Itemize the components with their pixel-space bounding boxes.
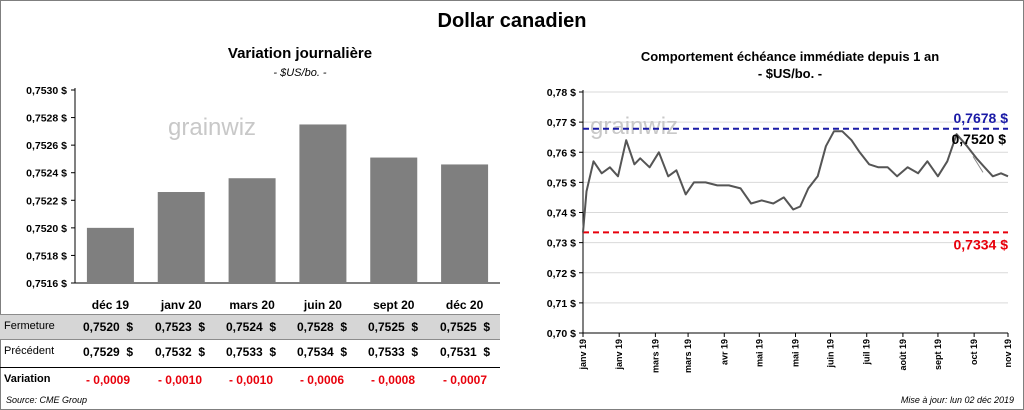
- bar: [86, 227, 134, 283]
- bar-y-tick-label: 0,7522 $: [26, 195, 67, 207]
- line-x-tick-label: juin 19: [826, 339, 836, 369]
- line-x-tick-label: nov 19: [1003, 339, 1013, 368]
- precedent-cell: 0,7534 $: [296, 345, 348, 359]
- bar-y-tick-label: 0,7526 $: [26, 140, 67, 152]
- bar-category-label: mars 20: [229, 298, 275, 312]
- line-y-tick-label: 0,70 $: [547, 328, 576, 340]
- variation-cell: - 0,0009: [85, 373, 131, 387]
- bar-y-tick-label: 0,7518 $: [26, 250, 67, 262]
- line-x-tick-label: oct 19: [969, 339, 979, 365]
- bar-chart-subtitle: - $US/bo. -: [273, 67, 327, 79]
- bar-category-label: déc 19: [92, 298, 130, 312]
- row-label-fermeture: Fermeture: [4, 320, 55, 332]
- line-x-tick-label: mai 19: [754, 339, 764, 367]
- variation-cell: - 0,0008: [370, 373, 416, 387]
- line-chart: grainwiz 0,70 $ 0,71 $ 0,72 $ 0,73 $ 0,74 $ 0…: [547, 87, 1013, 373]
- fermeture-cell: 0,7520 $: [82, 320, 134, 334]
- bar-y-tick-label: 0,7524 $: [26, 168, 67, 180]
- bar: [299, 124, 347, 283]
- variation-cell: - 0,0007: [442, 373, 488, 387]
- table-row-precedent: Précédent 0,7529 $ 0,7532 $ 0,7533 $ 0,7…: [0, 340, 500, 364]
- bar-chart-title: Variation journalière: [227, 45, 373, 62]
- line-y-tick-label: 0,73 $: [547, 238, 576, 250]
- row-label-precedent: Précédent: [4, 345, 55, 357]
- bar-category-label: sept 20: [373, 298, 415, 312]
- fermeture-cell: 0,7528 $: [296, 320, 348, 334]
- bar-chart: grainwiz 0,7516 $ 0,7518 $ 0,7520 $ 0,7522 …: [26, 85, 500, 312]
- line-x-tick-label: avr 19: [719, 339, 729, 365]
- bar-category-label: juin 20: [303, 298, 342, 312]
- line-watermark: grainwiz: [590, 113, 678, 140]
- fermeture-cell: 0,7523 $: [154, 320, 206, 334]
- update-note: Mise à jour: lun 02 déc 2019: [900, 395, 1014, 405]
- main-title: Dollar canadien: [437, 10, 587, 32]
- precedent-cell: 0,7532 $: [154, 345, 206, 359]
- precedent-cell: 0,7533 $: [225, 345, 277, 359]
- line-y-tick-label: 0,72 $: [547, 268, 576, 280]
- line-y-tick-label: 0,78 $: [547, 87, 576, 99]
- bar-category-label: déc 20: [446, 298, 484, 312]
- price-series-line: [582, 130, 1009, 233]
- bar: [157, 192, 205, 283]
- line-x-tick-label: juil 19: [862, 339, 872, 366]
- line-y-tick-label: 0,75 $: [547, 177, 576, 189]
- line-y-tick-label: 0,76 $: [547, 147, 576, 159]
- source-note: Source: CME Group: [6, 395, 88, 405]
- line-x-tick-label: mai 19: [791, 339, 801, 367]
- bar-y-tick-label: 0,7530 $: [26, 85, 67, 97]
- bar: [370, 157, 418, 283]
- last-value-leader: [972, 156, 984, 173]
- line-x-tick-label: août 19: [898, 339, 908, 371]
- fermeture-cell: 0,7525 $: [439, 320, 491, 334]
- fermeture-cell: 0,7524 $: [225, 320, 277, 334]
- line-y-tick-label: 0,74 $: [547, 208, 576, 220]
- table-row-fermeture: Fermeture 0,7520 $ 0,7523 $ 0,7524 $ 0,7…: [0, 314, 500, 340]
- variation-cell: - 0,0006: [299, 373, 345, 387]
- line-x-tick-label: mars 19: [683, 339, 693, 373]
- precedent-cell: 0,7533 $: [367, 345, 419, 359]
- line-x-tick-label: janv 19: [614, 339, 624, 371]
- table-row-variation: Variation - 0,0009 - 0,0010 - 0,0010 - 0…: [0, 367, 500, 392]
- line-y-tick-label: 0,77 $: [547, 117, 576, 129]
- bar: [228, 178, 276, 283]
- reference-label-low: 0,7334 $: [954, 236, 1009, 252]
- bar-category-label: janv 20: [160, 298, 202, 312]
- line-chart-subtitle: - $US/bo. -: [757, 66, 823, 81]
- bar: [441, 164, 489, 283]
- line-x-tick-label: janv 19: [578, 339, 588, 371]
- line-chart-title: Comportement échéance immédiate depuis 1…: [640, 49, 940, 64]
- line-x-tick-label: sept 19: [933, 339, 943, 370]
- precedent-cell: 0,7529 $: [82, 345, 134, 359]
- variation-cell: - 0,0010: [157, 373, 203, 387]
- last-value-label: 0,7520 $: [952, 131, 1007, 147]
- line-y-tick-label: 0,71 $: [547, 298, 576, 310]
- fermeture-cell: 0,7525 $: [367, 320, 419, 334]
- bar-y-tick-label: 0,7520 $: [26, 223, 67, 235]
- precedent-cell: 0,7531 $: [439, 345, 491, 359]
- reference-label-high: 0,7678 $: [954, 110, 1009, 126]
- line-x-tick-label: mars 19: [650, 339, 660, 373]
- bar-y-tick-label: 0,7528 $: [26, 113, 67, 125]
- variation-cell: - 0,0010: [228, 373, 274, 387]
- bar-y-tick-label: 0,7516 $: [26, 278, 67, 290]
- row-label-variation: Variation: [4, 373, 51, 385]
- bar-watermark: grainwiz: [168, 114, 256, 141]
